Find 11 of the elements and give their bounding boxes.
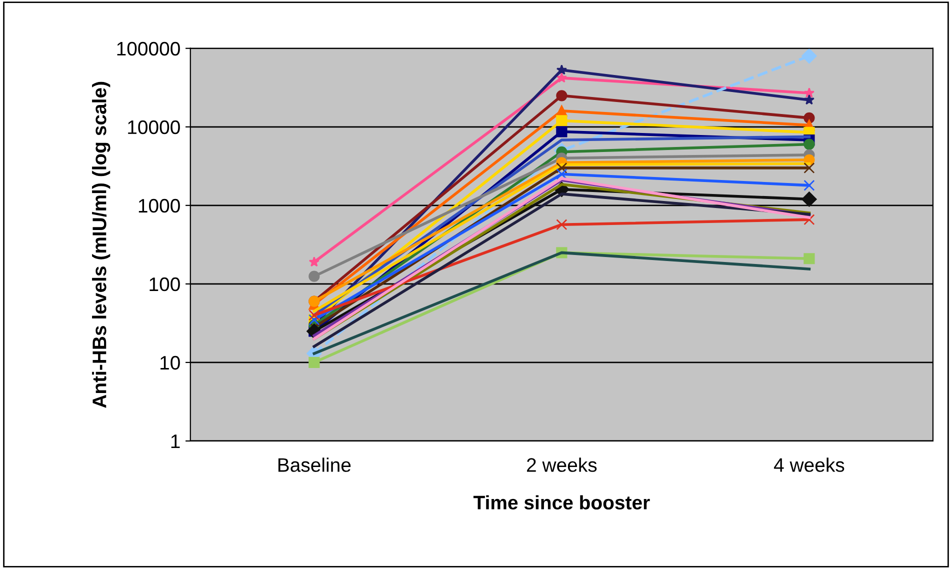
y-tick-label: 1000 <box>138 198 180 213</box>
x-tick-label: Baseline <box>278 458 351 472</box>
x-tick-label: 4 weeks <box>774 458 844 472</box>
y-tick-label: 10000 <box>128 120 180 134</box>
x-tick-label: 2 weeks <box>526 458 597 472</box>
y-tick-label: 100 <box>150 277 180 292</box>
y-axis-title: Anti-HBs levels (mIU/ml) (log scale) <box>92 82 110 408</box>
y-tick-label: 1 <box>171 434 180 448</box>
x-axis-title: Time since booster <box>473 495 650 510</box>
y-tick-label: 10 <box>160 356 180 370</box>
y-tick-label: 100000 <box>117 42 180 56</box>
